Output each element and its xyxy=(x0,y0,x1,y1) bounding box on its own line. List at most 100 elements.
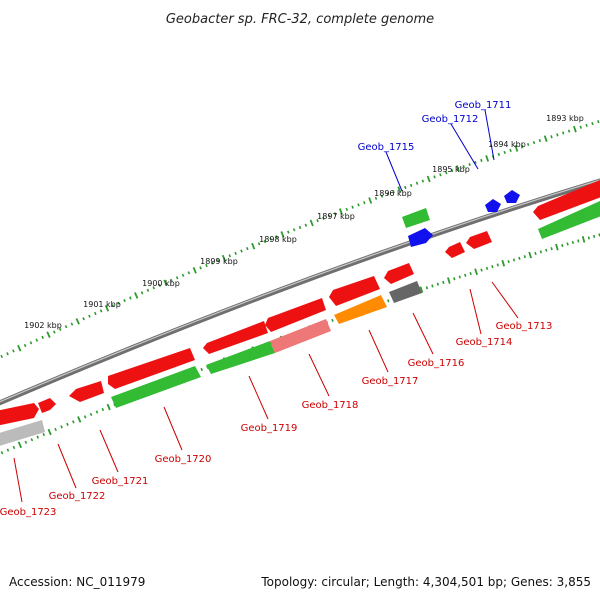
kbp-label: 1900 kbp xyxy=(142,279,180,288)
gene-label-geob-1711[interactable]: Geob_1711 xyxy=(455,100,512,111)
gene-arrow-forward[interactable] xyxy=(108,348,195,389)
scale-tick-inner xyxy=(555,243,559,251)
gene-label-geob-1715[interactable]: Geob_1715 xyxy=(358,142,415,153)
gene-arrow-reverse[interactable] xyxy=(111,366,201,408)
gene-arrow-reverse[interactable] xyxy=(485,199,501,212)
scale-tick-inner xyxy=(512,258,516,262)
scale-tick-inner xyxy=(12,445,16,450)
scale-tick-inner xyxy=(561,243,564,248)
scale-tick-outer xyxy=(111,304,115,308)
scale-tick-inner xyxy=(577,239,580,243)
scale-tick-outer xyxy=(543,135,548,142)
leader-line-geob-1717 xyxy=(368,329,389,373)
scale-tick-inner xyxy=(436,282,440,286)
gene-label-geob-1720[interactable]: Geob_1720 xyxy=(155,454,212,465)
scale-tick-outer xyxy=(316,218,319,223)
gene-arrow-forward[interactable] xyxy=(533,180,600,220)
accession-label: Accession: NC_011979 xyxy=(9,575,145,589)
scale-tick-outer xyxy=(445,171,448,175)
scale-tick-inner xyxy=(571,240,575,245)
map-title: Geobacter sp. FRC-32, complete genome xyxy=(166,12,434,27)
scale-tick-outer xyxy=(287,230,290,234)
gene-arrow-reverse[interactable] xyxy=(270,319,331,353)
scale-tick-inner xyxy=(331,318,334,322)
gene-arrow-reverse[interactable] xyxy=(389,281,422,303)
scale-tick-outer xyxy=(228,254,232,258)
gene-arrow-forward[interactable] xyxy=(69,381,104,402)
scale-tick-outer xyxy=(386,192,389,196)
scale-tick-outer xyxy=(134,292,139,299)
gene-arrow-reverse[interactable] xyxy=(538,201,600,239)
gene-arrow-forward[interactable] xyxy=(445,242,465,258)
scale-tick-outer xyxy=(550,135,553,139)
scale-tick-inner xyxy=(442,280,445,284)
scale-tick-outer xyxy=(538,139,542,143)
scale-tick-outer xyxy=(210,261,214,265)
gene-arrow-forward[interactable] xyxy=(203,321,268,354)
scale-tick-outer xyxy=(567,129,571,133)
scale-tick-outer xyxy=(146,288,150,292)
scale-tick-inner xyxy=(36,435,40,439)
gene-label-geob-1719[interactable]: Geob_1719 xyxy=(241,423,298,434)
gene-arrow-forward[interactable] xyxy=(38,398,56,413)
scale-tick-inner xyxy=(469,271,472,276)
gene-label-geob-1718[interactable]: Geob_1718 xyxy=(302,400,359,411)
leader-line-geob-1714 xyxy=(469,288,482,335)
gene-arrow-forward[interactable] xyxy=(329,276,380,306)
scale-tick-outer xyxy=(99,309,103,313)
gene-label-geob-1716[interactable]: Geob_1716 xyxy=(408,358,465,369)
gene-label-geob-1723[interactable]: Geob_1723 xyxy=(0,507,56,518)
scale-tick-inner xyxy=(480,268,483,272)
scale-tick-outer xyxy=(462,164,465,169)
label-leader-lines xyxy=(13,109,519,503)
scale-tick-outer xyxy=(497,152,501,156)
scale-tick-outer xyxy=(439,173,442,177)
leader-line-geob-1711 xyxy=(484,109,495,161)
scale-tick-outer xyxy=(368,197,373,204)
scale-tick-outer xyxy=(82,317,85,321)
scale-tick-inner xyxy=(485,266,489,270)
gene-label-geob-1722[interactable]: Geob_1722 xyxy=(49,491,106,502)
scale-tick-outer xyxy=(29,341,33,345)
scale-tick-outer xyxy=(426,175,431,183)
scale-tick-outer xyxy=(327,214,331,218)
gene-label-geob-1721[interactable]: Geob_1721 xyxy=(92,476,149,487)
scale-tick-outer xyxy=(88,314,91,318)
genome-backbone-highlight xyxy=(0,179,600,403)
scale-tick-outer xyxy=(468,162,471,167)
scale-tick-inner xyxy=(545,248,548,252)
scale-tick-inner xyxy=(200,367,203,372)
scale-tick-outer xyxy=(58,327,62,331)
gene-arrow-reverse[interactable] xyxy=(334,295,387,324)
gene-arrow-reverse[interactable] xyxy=(0,420,45,447)
gene-arrow-forward[interactable] xyxy=(466,231,492,249)
scale-tick-inner xyxy=(30,438,34,442)
scale-tick-outer xyxy=(591,121,594,126)
scale-tick-inner xyxy=(593,234,596,239)
gene-label-geob-1714[interactable]: Geob_1714 xyxy=(456,337,513,348)
scale-tick-outer xyxy=(480,158,483,162)
scale-tick-inner xyxy=(518,256,521,260)
scale-tick-outer xyxy=(129,296,132,300)
gene-arrow-reverse[interactable] xyxy=(206,341,275,374)
gene-label-geob-1717[interactable]: Geob_1717 xyxy=(362,376,419,387)
scale-tick-outer xyxy=(216,259,220,263)
scale-tick-outer xyxy=(514,145,519,152)
gene-arrow-reverse[interactable] xyxy=(504,190,520,203)
leader-line-geob-1719 xyxy=(248,375,269,420)
gene-arrow-forward[interactable] xyxy=(265,298,326,332)
scale-tick-outer xyxy=(374,196,378,200)
kbp-labels: 1893 kbp 1894 kbp 1895 kbp 1896 kbp 1897… xyxy=(24,114,584,330)
scale-tick-outer xyxy=(526,142,530,147)
scale-tick-outer xyxy=(573,125,577,133)
gene-label-geob-1712[interactable]: Geob_1712 xyxy=(422,114,479,125)
gene-arrow-forward[interactable] xyxy=(384,263,414,284)
leader-line-geob-1720 xyxy=(163,406,183,451)
gene-label-geob-1713[interactable]: Geob_1713 xyxy=(496,321,553,332)
gene-arrow-reverse[interactable] xyxy=(402,208,430,228)
scale-tick-inner xyxy=(474,268,478,276)
scale-tick-inner xyxy=(60,425,63,429)
gene-arrow-forward[interactable] xyxy=(0,403,39,426)
leader-line-geob-1712 xyxy=(450,123,479,170)
gene-arrow-reverse[interactable] xyxy=(408,228,433,247)
